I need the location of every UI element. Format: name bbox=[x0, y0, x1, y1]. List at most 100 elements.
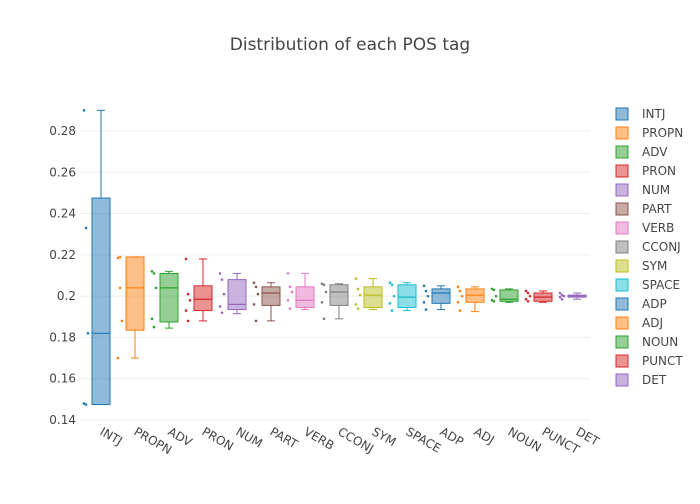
data-point bbox=[490, 287, 494, 291]
data-point bbox=[562, 294, 566, 298]
data-point bbox=[422, 284, 426, 288]
data-point bbox=[458, 289, 462, 293]
x-tick-label: PUNCT bbox=[540, 424, 583, 457]
legend-item-part[interactable]: PART bbox=[615, 202, 672, 216]
data-point bbox=[424, 289, 428, 293]
data-point bbox=[526, 299, 530, 303]
legend-item-sym[interactable]: SYM bbox=[615, 259, 667, 273]
data-point bbox=[222, 292, 226, 296]
data-point bbox=[150, 317, 154, 321]
data-point bbox=[388, 281, 392, 285]
legend-swatch bbox=[615, 183, 629, 197]
legend-item-pron[interactable]: PRON bbox=[615, 164, 676, 178]
legend-item-det[interactable]: DET bbox=[615, 373, 667, 387]
legend-label: CCONJ bbox=[642, 240, 681, 254]
legend-label: DET bbox=[642, 373, 667, 387]
data-point bbox=[220, 311, 224, 314]
legend-item-cconj[interactable]: CCONJ bbox=[615, 240, 681, 254]
legend-item-propn[interactable]: PROPN bbox=[615, 126, 683, 140]
data-point bbox=[82, 402, 86, 405]
y-tick-label: 0.16 bbox=[49, 372, 76, 386]
legend-swatch bbox=[615, 373, 629, 387]
data-point bbox=[388, 302, 392, 305]
x-tick-label: NOUN bbox=[506, 424, 544, 454]
data-point bbox=[152, 272, 156, 275]
data-point bbox=[118, 286, 122, 290]
data-point bbox=[116, 256, 120, 260]
box-body bbox=[363, 286, 383, 308]
data-point bbox=[290, 290, 294, 294]
legend-item-adp[interactable]: ADP bbox=[615, 297, 667, 311]
legend-item-noun[interactable]: NOUN bbox=[615, 335, 678, 349]
box-body bbox=[91, 197, 111, 406]
legend-label: NOUN bbox=[642, 335, 678, 349]
data-point bbox=[84, 403, 88, 406]
box-propn bbox=[116, 255, 145, 360]
data-point bbox=[356, 287, 360, 291]
data-point bbox=[558, 295, 562, 299]
legend-label: SYM bbox=[642, 259, 667, 273]
legend-swatch bbox=[615, 202, 629, 216]
box-body bbox=[499, 289, 519, 302]
legend-swatch bbox=[615, 297, 629, 311]
data-point bbox=[528, 294, 532, 298]
legend-item-space[interactable]: SPACE bbox=[615, 278, 680, 292]
data-point bbox=[288, 285, 292, 289]
data-point bbox=[492, 288, 496, 292]
box-part bbox=[252, 281, 281, 323]
data-point bbox=[218, 272, 222, 275]
data-point bbox=[152, 325, 156, 329]
data-point bbox=[184, 309, 188, 312]
legend-label: ADV bbox=[642, 145, 668, 159]
x-tick-label: PRON bbox=[200, 424, 236, 453]
box-body bbox=[329, 284, 349, 306]
data-point bbox=[220, 278, 224, 281]
x-tick-label: ADJ bbox=[472, 424, 497, 447]
grid-layer bbox=[80, 130, 590, 421]
x-tick-label: NUM bbox=[234, 424, 265, 450]
data-point bbox=[560, 297, 564, 301]
legend-swatch bbox=[615, 164, 629, 178]
data-point bbox=[120, 319, 124, 323]
y-tick-label: 0.14 bbox=[49, 413, 76, 427]
data-point bbox=[354, 303, 358, 306]
data-point bbox=[154, 286, 158, 290]
legend-swatch bbox=[615, 335, 629, 349]
y-axis-ticks: 0.14 0.16 0.18 0.2 0.22 0.24 0.26 0.28 bbox=[49, 124, 76, 427]
box-body bbox=[397, 284, 417, 308]
box-body bbox=[431, 288, 451, 304]
data-point bbox=[322, 317, 326, 321]
legend-item-adj[interactable]: ADJ bbox=[615, 316, 663, 330]
data-point bbox=[254, 285, 258, 289]
legend-swatch bbox=[615, 107, 629, 121]
legend-item-intj[interactable]: INTJ bbox=[615, 107, 665, 121]
data-point bbox=[184, 257, 188, 261]
data-point bbox=[254, 319, 258, 323]
legend[interactable]: INTJ PROPN ADV PRON NUM PART VERB CCONJ SYM SPACE… bbox=[615, 107, 683, 387]
data-point bbox=[252, 303, 256, 306]
data-point bbox=[320, 282, 324, 286]
legend-item-num[interactable]: NUM bbox=[615, 183, 670, 197]
box-body bbox=[295, 286, 315, 308]
data-point bbox=[426, 294, 430, 298]
data-point bbox=[86, 331, 90, 335]
data-point bbox=[490, 298, 494, 302]
legend-swatch bbox=[615, 354, 629, 368]
legend-item-punct[interactable]: PUNCT bbox=[615, 354, 683, 368]
box-body bbox=[193, 285, 213, 312]
data-point bbox=[354, 277, 358, 280]
legend-swatch bbox=[615, 221, 629, 235]
data-point bbox=[456, 285, 460, 289]
data-point bbox=[358, 293, 362, 297]
box-pron bbox=[184, 257, 213, 323]
data-point bbox=[116, 356, 120, 360]
legend-item-adv[interactable]: ADV bbox=[615, 145, 668, 159]
legend-label: SPACE bbox=[642, 278, 680, 292]
data-point bbox=[286, 272, 290, 275]
box-adj bbox=[456, 285, 485, 313]
legend-item-verb[interactable]: VERB bbox=[615, 221, 674, 235]
box-cconj bbox=[320, 282, 349, 321]
data-point bbox=[424, 308, 428, 311]
